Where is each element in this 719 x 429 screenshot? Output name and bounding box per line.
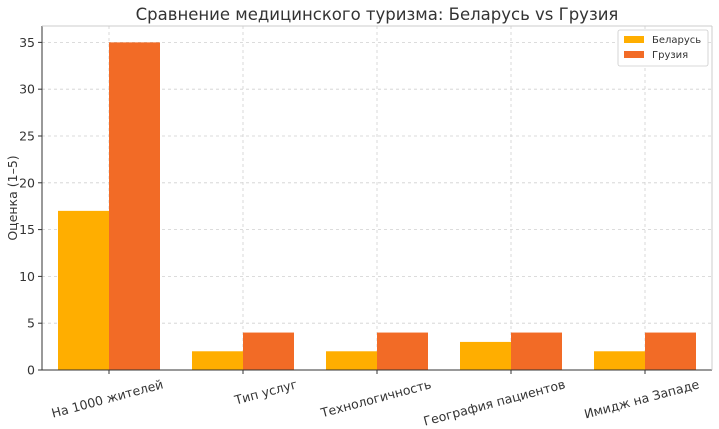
bar-belarus: [594, 351, 645, 370]
bar-georgia: [645, 332, 696, 370]
y-tick-label: 25: [19, 128, 35, 143]
x-tick-label: На 1000 жителей: [50, 376, 165, 420]
y-tick-label: 5: [27, 316, 35, 331]
legend-label-georgia: Грузия: [652, 50, 688, 61]
y-tick-label: 10: [19, 269, 35, 284]
y-tick-label: 35: [19, 35, 35, 50]
y-tick-label: 20: [19, 175, 35, 190]
bar-georgia: [377, 332, 428, 370]
chart-title: Сравнение медицинского туризма: Беларусь…: [136, 5, 619, 24]
bar-georgia: [511, 332, 562, 370]
bar-georgia: [109, 42, 160, 370]
grid: [42, 26, 712, 370]
bar-belarus: [58, 210, 109, 370]
bar-belarus: [326, 351, 377, 370]
y-tick-label: 30: [19, 82, 35, 97]
x-tick-labels: На 1000 жителей Тип услуг ТехнологичностьГ…: [50, 370, 701, 429]
x-tick-label: Технологичность: [318, 376, 433, 420]
y-axis-label: Оценка (1–5): [5, 155, 20, 240]
x-tick-label: Тип услуг: [232, 376, 299, 407]
legend: Беларусь Грузия: [617, 29, 709, 67]
y-tick-labels: 0 5 10 15 20 25 30 35: [19, 35, 42, 378]
bars: [58, 42, 696, 370]
legend-label-belarus: Беларусь: [652, 35, 701, 46]
x-tick-label: Имидж на Западе: [582, 376, 701, 421]
bar-belarus: [192, 351, 243, 370]
bar-belarus: [460, 341, 511, 370]
y-tick-label: 0: [27, 363, 35, 378]
y-tick-label: 15: [19, 222, 35, 237]
legend-swatch-georgia: [624, 51, 644, 58]
legend-swatch-belarus: [624, 36, 644, 43]
x-tick-label: География пациентов: [422, 376, 567, 428]
bar-georgia: [243, 332, 294, 370]
